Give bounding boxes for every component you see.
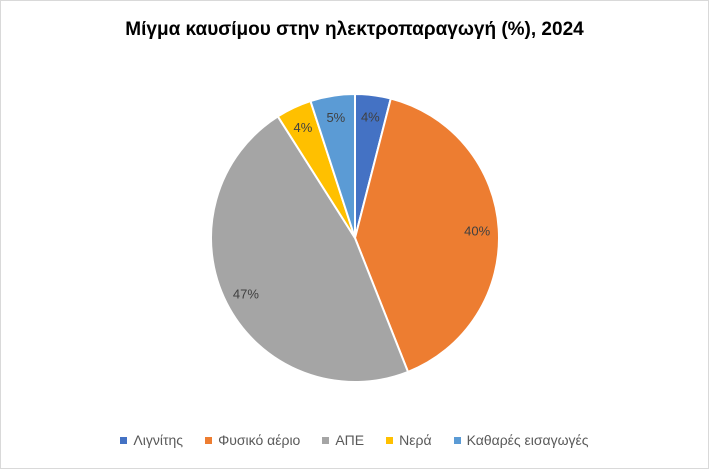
- pie-slice-4: [309, 92, 356, 239]
- legend-item: Καθαρές εισαγωγές: [453, 432, 589, 448]
- data-label: 40%: [464, 223, 490, 238]
- pie-slice-2: [210, 115, 410, 383]
- legend-label: Λιγνίτης: [133, 432, 184, 448]
- legend-item: Λιγνίτης: [120, 432, 183, 448]
- legend-swatch: [386, 436, 394, 444]
- legend-label: Φυσικό αέριο: [218, 432, 301, 448]
- data-label: 4%: [293, 120, 312, 135]
- legend-label: Καθαρές εισαγωγές: [466, 432, 589, 448]
- legend-swatch: [453, 436, 461, 444]
- legend-swatch: [120, 436, 128, 444]
- legend-label: Νερά: [399, 432, 432, 448]
- legend-label: ΑΠΕ: [335, 432, 365, 448]
- legend-item: ΑΠΕ: [322, 432, 364, 448]
- data-label: 47%: [233, 287, 259, 302]
- legend-item: Νερά: [386, 432, 432, 448]
- data-label: 4%: [361, 110, 380, 125]
- legend-swatch: [322, 436, 330, 444]
- legend: Λιγνίτης Φυσικό αέριο ΑΠΕ Νερά Καθαρές εισαγ…: [1, 432, 708, 448]
- legend-swatch: [205, 436, 213, 444]
- legend-item: Φυσικό αέριο: [205, 432, 300, 448]
- pie-slice-1: [353, 97, 500, 374]
- chart-title: Μίγμα καυσίμου στην ηλεκτροπαραγωγή (%),…: [125, 19, 584, 40]
- data-label: 5%: [326, 110, 345, 125]
